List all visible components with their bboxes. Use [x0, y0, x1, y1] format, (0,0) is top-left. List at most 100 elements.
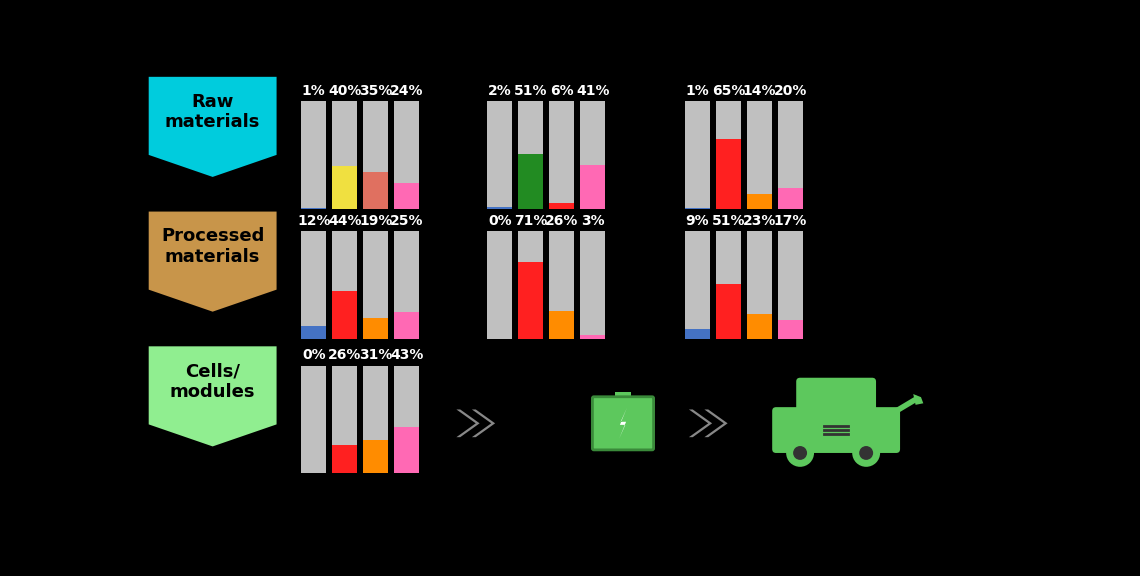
Text: 1%: 1% [302, 84, 326, 98]
Text: 51%: 51% [711, 214, 746, 228]
Bar [519, 101, 543, 154]
Bar [685, 231, 710, 329]
Text: 1%: 1% [685, 84, 709, 98]
Bar [685, 101, 710, 208]
Bar [394, 183, 420, 209]
Bar [716, 101, 741, 139]
Polygon shape [148, 211, 277, 312]
Bar [364, 318, 389, 339]
Text: 3%: 3% [581, 214, 604, 228]
Bar [364, 101, 389, 172]
Bar [549, 310, 575, 339]
Bar [519, 231, 543, 262]
Text: 12%: 12% [298, 214, 331, 228]
Polygon shape [619, 408, 627, 439]
Bar [519, 262, 543, 339]
Bar [394, 366, 420, 427]
Bar [394, 427, 420, 473]
Polygon shape [456, 410, 480, 437]
Text: 65%: 65% [711, 84, 746, 98]
Bar [747, 314, 772, 339]
Bar [301, 366, 326, 473]
Bar [333, 291, 357, 339]
Bar [488, 231, 512, 339]
Bar [580, 101, 605, 165]
Bar [333, 101, 357, 166]
Bar [549, 101, 575, 203]
Bar [519, 154, 543, 209]
Bar [580, 231, 605, 335]
Polygon shape [148, 77, 277, 177]
Bar [394, 312, 420, 339]
Circle shape [853, 439, 880, 467]
Bar [364, 172, 389, 209]
Bar [333, 445, 357, 473]
Bar [333, 166, 357, 209]
Bar [716, 283, 741, 339]
Text: 31%: 31% [359, 348, 392, 362]
Bar [777, 101, 803, 188]
Bar [747, 231, 772, 314]
Text: 26%: 26% [328, 348, 361, 362]
Text: 23%: 23% [743, 214, 776, 228]
FancyBboxPatch shape [796, 378, 876, 421]
Text: Processed
materials: Processed materials [161, 228, 264, 266]
Circle shape [793, 446, 807, 460]
Bar [747, 101, 772, 194]
Bar [364, 366, 389, 440]
Text: 6%: 6% [549, 84, 573, 98]
Text: 24%: 24% [390, 84, 424, 98]
Bar [580, 165, 605, 209]
Text: 44%: 44% [328, 214, 361, 228]
Text: 51%: 51% [514, 84, 547, 98]
Bar [488, 101, 512, 207]
Text: 40%: 40% [328, 84, 361, 98]
Bar [549, 231, 575, 310]
Bar [685, 208, 710, 209]
Text: 20%: 20% [774, 84, 807, 98]
Bar [549, 203, 575, 209]
Bar [333, 366, 357, 445]
Text: 71%: 71% [514, 214, 547, 228]
Bar [685, 329, 710, 339]
Bar [333, 231, 357, 291]
Text: 0%: 0% [488, 214, 512, 228]
Bar [777, 231, 803, 320]
Bar [747, 194, 772, 209]
Circle shape [787, 439, 814, 467]
FancyBboxPatch shape [593, 397, 653, 450]
Text: 41%: 41% [576, 84, 610, 98]
Bar [777, 320, 803, 339]
Text: Cells/
modules: Cells/ modules [170, 362, 255, 401]
Bar [301, 325, 326, 339]
Polygon shape [472, 410, 495, 437]
Text: 0%: 0% [302, 348, 326, 362]
Polygon shape [913, 394, 923, 405]
Text: 9%: 9% [685, 214, 709, 228]
Bar [394, 231, 420, 312]
Bar [777, 188, 803, 209]
Bar [716, 231, 741, 283]
Text: 2%: 2% [488, 84, 512, 98]
Text: 43%: 43% [390, 348, 423, 362]
Polygon shape [705, 410, 727, 437]
Bar [488, 207, 512, 209]
Bar [364, 440, 389, 473]
Polygon shape [148, 346, 277, 446]
Bar [301, 231, 326, 325]
Text: 19%: 19% [359, 214, 392, 228]
Text: 14%: 14% [742, 84, 776, 98]
FancyBboxPatch shape [772, 407, 901, 453]
Bar [580, 335, 605, 339]
Bar [616, 392, 630, 398]
Text: Raw
materials: Raw materials [165, 93, 260, 131]
Bar [716, 139, 741, 209]
Bar [301, 208, 326, 209]
Bar [301, 101, 326, 208]
Bar [364, 231, 389, 318]
Text: 17%: 17% [774, 214, 807, 228]
Bar [394, 101, 420, 183]
Polygon shape [689, 410, 712, 437]
Text: 35%: 35% [359, 84, 392, 98]
Circle shape [860, 446, 873, 460]
